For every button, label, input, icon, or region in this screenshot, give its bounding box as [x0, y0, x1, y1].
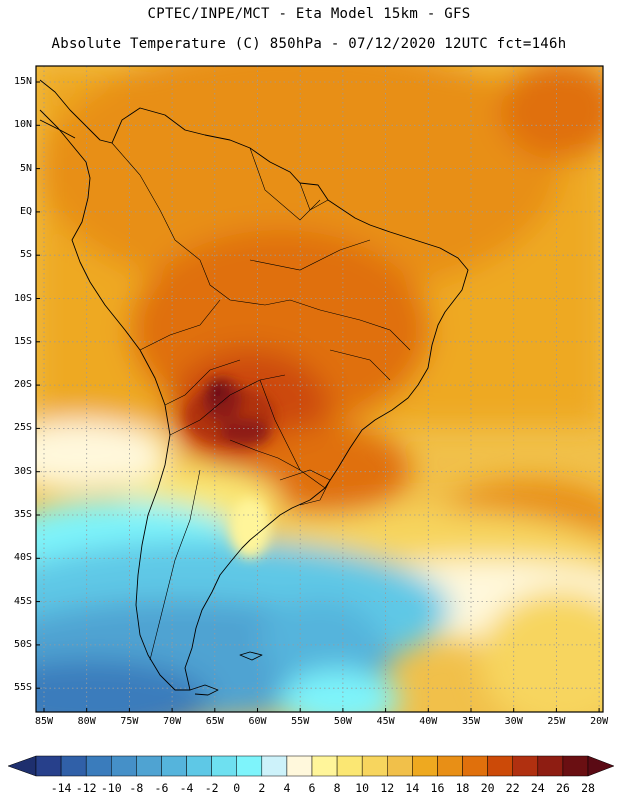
colorbar-label: 14: [405, 781, 420, 795]
chart-subtitle: Absolute Temperature (C) 850hPa - 07/12/…: [51, 36, 567, 52]
map-frame: [35, 65, 604, 713]
lon-label: 25W: [547, 716, 566, 727]
colorbar-swatch: [236, 755, 263, 777]
lat-label: 30S: [13, 465, 32, 477]
lat-label: 50S: [13, 638, 32, 650]
axis-ticks: [36, 81, 600, 712]
colorbar-swatch: [512, 755, 539, 777]
colorbar-swatch: [261, 755, 288, 777]
colorbar-label: -8: [129, 781, 144, 795]
lon-label: 35W: [461, 716, 481, 727]
lon-label: 70W: [163, 716, 182, 727]
colorbar-label: 26: [555, 781, 570, 795]
colorbar-swatch: [387, 755, 413, 777]
colorbar-swatch: [111, 755, 137, 777]
colorbar-label: 24: [530, 781, 545, 795]
lon-label: 40W: [419, 716, 438, 727]
lat-label: 10S: [13, 292, 32, 304]
colorbar-label: 0: [233, 781, 241, 795]
colorbar-swatch: [562, 755, 589, 777]
colorbar-label: 22: [505, 781, 520, 795]
colorbar-swatch: [361, 755, 388, 777]
lat-label: 10N: [13, 119, 32, 131]
lon-label: 50W: [333, 716, 352, 727]
colorbar-label: 10: [355, 781, 370, 795]
coastline: [39, 79, 469, 696]
colorbar: [7, 755, 615, 777]
colorbar-swatch: [211, 755, 237, 777]
colorbar-min-arrow: [7, 755, 37, 777]
colorbar-label: 18: [455, 781, 470, 795]
colorbar-swatch: [286, 755, 313, 777]
colorbar-swatch: [161, 755, 187, 777]
colorbar-label: -10: [100, 781, 122, 795]
lon-label: 60W: [248, 716, 267, 727]
lon-label: 20W: [590, 716, 609, 727]
colorbar-label: 8: [333, 781, 341, 795]
lat-label: 40S: [13, 552, 32, 564]
colorbar-swatch: [35, 755, 62, 777]
colorbar-label: -12: [75, 781, 97, 795]
lat-label: 25S: [13, 422, 32, 434]
lat-label: 15S: [13, 335, 32, 347]
temperature-field: [36, 66, 603, 712]
lat-label: EQ: [19, 205, 32, 217]
lat-label: 35S: [13, 509, 32, 520]
colorbar-label: -2: [204, 781, 219, 795]
lat-label: 5S: [19, 249, 32, 261]
lon-label: 30W: [504, 716, 523, 727]
colorbar-swatch: [336, 755, 363, 777]
lon-label: 65W: [205, 716, 224, 727]
lon-label: 85W: [34, 716, 54, 727]
lat-label: 45S: [13, 595, 32, 607]
lat-lon-grid: [36, 66, 603, 712]
lat-label: 20S: [13, 379, 32, 391]
colorbar-label: 4: [283, 781, 291, 795]
colorbar-swatch: [537, 755, 564, 777]
colorbar-swatch: [437, 755, 463, 777]
colorbar-label: 16: [430, 781, 445, 795]
colorbar-swatch: [487, 755, 513, 777]
colorbar-swatch: [85, 755, 112, 777]
colorbar-label: 12: [380, 781, 395, 795]
colorbar-label: -4: [179, 781, 194, 795]
colorbar-swatch: [186, 755, 212, 777]
colorbar-label: -14: [50, 781, 72, 795]
colorbar-label: 2: [258, 781, 266, 795]
colorbar-label: 20: [480, 781, 495, 795]
lon-label: 45W: [376, 716, 395, 727]
lon-label: 75W: [120, 716, 139, 727]
country-borders: [111, 142, 411, 661]
lon-label: 55W: [291, 716, 310, 727]
lon-label: 80W: [77, 716, 96, 727]
colorbar-swatch: [136, 755, 162, 777]
colorbar-label: -6: [154, 781, 169, 795]
colorbar-swatch: [60, 755, 87, 777]
colorbar-label: 28: [581, 781, 595, 795]
lat-label: 15N: [13, 76, 32, 87]
colorbar-label: 6: [308, 781, 316, 795]
colorbar-max-arrow: [587, 755, 615, 777]
colorbar-swatch: [462, 755, 488, 777]
colorbar-swatch: [412, 755, 438, 777]
lat-label: 55S: [13, 682, 32, 694]
chart-title: CPTEC/INPE/MCT - Eta Model 15km - GFS: [147, 6, 471, 22]
lat-label: 5N: [19, 162, 32, 174]
colorbar-swatch: [311, 755, 338, 777]
